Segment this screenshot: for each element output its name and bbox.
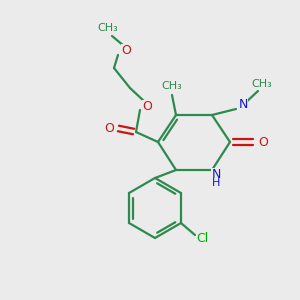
Text: O: O [104, 122, 114, 134]
Text: O: O [142, 100, 152, 112]
Text: CH₃: CH₃ [252, 79, 272, 89]
Text: O: O [121, 44, 131, 56]
Text: N: N [238, 98, 248, 112]
Text: CH₃: CH₃ [98, 23, 118, 33]
Text: Cl: Cl [196, 232, 208, 245]
Text: O: O [258, 136, 268, 148]
Text: N: N [211, 167, 221, 181]
Text: H: H [212, 178, 220, 188]
Text: CH₃: CH₃ [162, 81, 182, 91]
